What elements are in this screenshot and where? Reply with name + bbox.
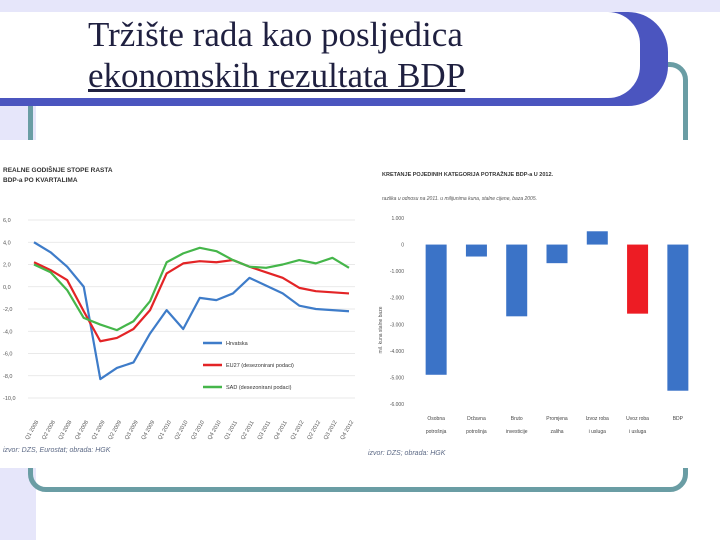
x-tick-label: Q3 2012 (323, 420, 339, 441)
x-tick-label: zaliha (550, 429, 563, 435)
legend-label: SAD (desezonirani podaci) (226, 385, 292, 391)
line-chart: REALNE GODIŠNJE STOPE RASTA BDP-a PO KVA… (3, 165, 356, 441)
y-tick-label: 0 (401, 243, 404, 249)
bar (667, 244, 689, 391)
x-tick-label: Uvoz roba (626, 416, 649, 422)
legend-label: Hrvatska (226, 341, 249, 347)
x-tick-label: Q2 2009 (107, 420, 123, 441)
x-tick-label: potrošnja (426, 429, 447, 435)
series-line (33, 241, 350, 381)
y-tick-label: -2,0 (3, 307, 12, 313)
y-tick-label: 1.000 (391, 216, 404, 222)
bar (465, 244, 487, 257)
x-tick-label: Q2 2008 (41, 420, 57, 441)
x-tick-label: Q3 2010 (190, 420, 206, 441)
x-tick-label: Q2 2011 (240, 420, 256, 441)
right-grid: 1.000 0 -1.000 -2.000 -3.000 -4.000 -5.000 -6.0… (390, 216, 404, 408)
right-chart-subtitle: razlika u odnosu na 2011. u milijunima k… (382, 196, 537, 202)
x-tick-label: BDP (673, 416, 684, 422)
left-chart-title-1: REALNE GODIŠNJE STOPE RASTA (3, 165, 113, 174)
bar (546, 244, 568, 264)
y-tick-label: 6,0 (3, 218, 11, 224)
y-tick-label: 2,0 (3, 263, 11, 269)
x-tick-label: i usluga (629, 429, 646, 435)
bar (586, 231, 608, 245)
right-x-axis: Osobna potrošnja Državna potrošnja Bruto inve… (426, 416, 684, 435)
slide-title-line1: Tržište rada kao posljedica (88, 15, 463, 54)
right-chart-title: KRETANJE POJEDINIH KATEGORIJA POTRAŽNJE … (382, 170, 554, 178)
left-chart-panel: REALNE GODIŠNJE STOPE RASTA BDP-a PO KVA… (0, 140, 368, 468)
x-tick-label: Q1 2008 (25, 420, 41, 441)
left-x-axis: Q1 2008 Q2 2008 Q3 2008 Q4 2008 Q1 2009 Q2 20… (25, 420, 356, 441)
x-tick-label: Q1 2012 (290, 420, 306, 441)
left-source: izvor: DZS, Eurostat; obrada: HGK (3, 447, 111, 454)
x-tick-label: Q4 2012 (340, 420, 356, 441)
x-tick-label: Q2 2012 (306, 420, 322, 441)
bar (506, 244, 528, 317)
y-tick-label: -1.000 (390, 269, 404, 275)
left-legend: Hrvatska EU27 (desezonirani podaci) SAD (d… (203, 341, 294, 391)
y-tick-label: -8,0 (3, 374, 12, 380)
x-tick-label: i usluga (589, 429, 606, 435)
x-tick-label: Q3 2009 (124, 420, 140, 441)
y-tick-label: 4,0 (3, 240, 11, 246)
y-tick-label: -3.000 (390, 322, 404, 328)
slide-title: Tržište rada kao posljedica ekonomskih r… (88, 14, 648, 96)
x-tick-label: Q3 2008 (58, 420, 74, 441)
x-tick-label: Q1 2010 (157, 420, 173, 441)
x-tick-label: Osobna (427, 416, 445, 422)
x-tick-label: Q4 2010 (207, 420, 223, 441)
x-tick-label: Q4 2011 (273, 420, 289, 441)
x-tick-label: Q4 2009 (141, 420, 157, 441)
series-line (33, 258, 350, 343)
x-tick-label: Q3 2011 (257, 420, 273, 441)
y-tick-label: -6.000 (390, 402, 404, 408)
x-tick-label: Promjena (546, 416, 568, 422)
y-tick-label: -2.000 (390, 296, 404, 302)
x-tick-label: Q4 2008 (74, 420, 90, 441)
x-tick-label: Q1 2009 (91, 420, 107, 441)
y-tick-label: -10,0 (3, 396, 16, 402)
y-tick-label: -5.000 (390, 375, 404, 381)
left-series (33, 241, 350, 381)
x-tick-label: Q1 2011 (223, 420, 239, 441)
right-chart-ylabel: mil. kuna stalne baze (378, 306, 384, 353)
lavender-strip-top (0, 0, 720, 12)
x-tick-label: potrošnja (466, 429, 487, 435)
title-banner-inner (0, 12, 640, 98)
x-tick-label: investicije (506, 429, 528, 435)
right-source: izvor: DZS; obrada: HGK (368, 450, 446, 457)
bar-chart: KRETANJE POJEDINIH KATEGORIJA POTRAŽNJE … (378, 170, 689, 435)
left-chart-title-2: BDP-a PO KVARTALIMA (3, 177, 78, 184)
x-tick-label: Q2 2010 (174, 420, 190, 441)
y-tick-label: 0,0 (3, 285, 11, 291)
y-tick-label: -6,0 (3, 352, 12, 358)
x-tick-label: Bruto (511, 416, 523, 422)
right-chart-panel: KRETANJE POJEDINIH KATEGORIJA POTRAŽNJE … (368, 140, 716, 468)
bar (627, 244, 649, 314)
left-grid: 6,0 4,0 2,0 0,0 -2,0 -4,0 -6,0 -8,0 -10,0 (3, 218, 355, 402)
x-tick-label: Državna (467, 416, 486, 422)
x-tick-label: Izvoz roba (586, 416, 609, 422)
bar (425, 244, 447, 375)
right-bars (425, 231, 689, 391)
y-tick-label: -4.000 (390, 349, 404, 355)
legend-label: EU27 (desezonirani podaci) (226, 363, 294, 369)
y-tick-label: -4,0 (3, 329, 12, 335)
series-line (33, 246, 350, 332)
slide-title-line2: ekonomskih rezultata BDP (88, 56, 466, 95)
